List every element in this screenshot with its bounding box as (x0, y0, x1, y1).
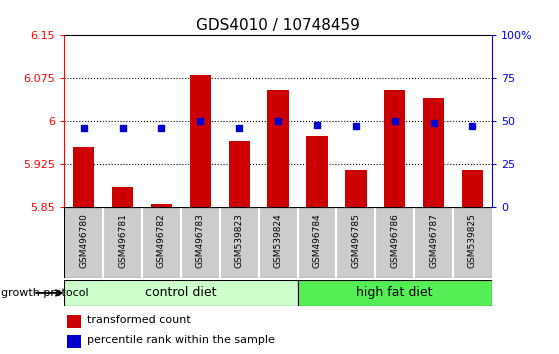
Bar (73, 147, 94, 207)
Text: control diet: control diet (145, 286, 217, 299)
Bar (190, 75, 211, 207)
Bar (67, 315, 80, 328)
Bar (229, 141, 250, 207)
Bar (462, 170, 483, 207)
Bar (345, 170, 367, 207)
Text: GSM496783: GSM496783 (196, 213, 205, 268)
Text: growth protocol: growth protocol (1, 288, 88, 298)
Title: GDS4010 / 10748459: GDS4010 / 10748459 (196, 18, 360, 33)
Bar (306, 136, 328, 207)
Bar (151, 204, 172, 207)
Text: GSM496784: GSM496784 (312, 213, 321, 268)
Bar (64, 280, 297, 306)
Text: GSM496782: GSM496782 (157, 213, 166, 268)
Bar (423, 98, 444, 207)
Bar (384, 90, 405, 207)
Bar (112, 187, 133, 207)
Text: GSM496786: GSM496786 (390, 213, 399, 268)
Text: transformed count: transformed count (87, 315, 191, 325)
Text: GSM496780: GSM496780 (79, 213, 88, 268)
Text: GSM496787: GSM496787 (429, 213, 438, 268)
Text: GSM539824: GSM539824 (273, 213, 283, 268)
Text: high fat diet: high fat diet (357, 286, 433, 299)
Text: GSM496785: GSM496785 (352, 213, 361, 268)
Bar (67, 335, 80, 348)
Text: percentile rank within the sample: percentile rank within the sample (87, 335, 274, 345)
Text: GSM496781: GSM496781 (118, 213, 127, 268)
Text: GSM539825: GSM539825 (468, 213, 477, 268)
Bar (297, 280, 492, 306)
Text: GSM539823: GSM539823 (235, 213, 244, 268)
Bar (267, 90, 289, 207)
